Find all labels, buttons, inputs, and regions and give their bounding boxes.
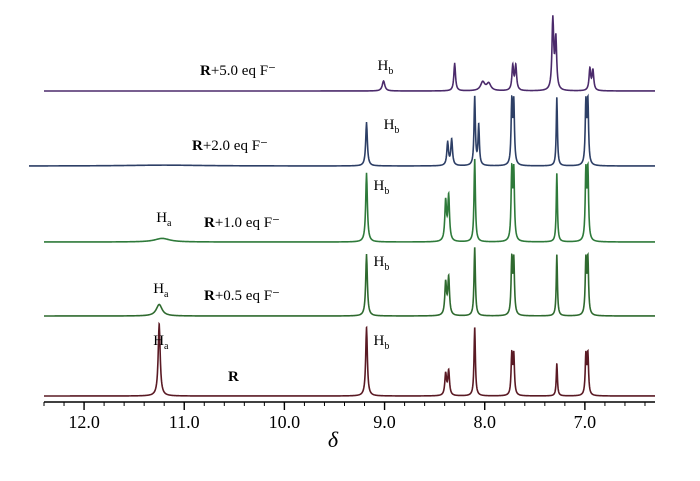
peak-annotation: Ha <box>153 281 169 300</box>
peak-annotation: Ha <box>153 333 169 352</box>
trace-label: R+0.5 eq F⁻ <box>204 288 280 304</box>
x-tick-label: 9.0 <box>373 412 396 432</box>
x-tick-label: 10.0 <box>269 412 301 432</box>
trace-label-rest: +1.0 eq F⁻ <box>215 215 280 231</box>
peak-annotation-sub: a <box>164 289 169 300</box>
peak-annotation-main: H <box>378 58 389 74</box>
x-tick-label: 8.0 <box>473 412 496 432</box>
trace-label-bold: R <box>192 138 203 154</box>
x-tick-label: 12.0 <box>68 412 100 432</box>
peak-annotation-sub: a <box>167 218 172 229</box>
spectrum-trace: RHa Hb <box>44 321 655 397</box>
spectrum-line <box>44 15 655 92</box>
peak-annotation: Hb <box>374 254 390 273</box>
peak-annotation-sub: b <box>384 186 389 197</box>
spectrum-line <box>28 93 655 167</box>
peak-annotation: Ha <box>156 210 172 229</box>
spectrum-trace: R+2.0 eq F⁻ Hb <box>28 93 655 167</box>
trace-label: R+2.0 eq F⁻ <box>192 138 268 154</box>
peak-annotation-sub: b <box>394 125 399 136</box>
peak-annotation-main: H <box>384 117 395 133</box>
peak-annotation-main: H <box>374 178 385 194</box>
trace-label-bold: R <box>204 288 215 304</box>
trace-label-bold: R <box>204 215 215 231</box>
x-axis-title: δ <box>328 427 339 452</box>
peak-annotation: Hb <box>378 58 394 77</box>
spectrum-line <box>44 321 655 397</box>
peak-annotation-main: H <box>374 333 385 349</box>
peak-annotation-sub: b <box>388 66 393 77</box>
trace-label-bold: R <box>200 63 211 79</box>
peak-annotation: Hb <box>374 333 390 352</box>
peak-annotation-main: H <box>153 333 164 349</box>
spectrum-trace: R+5.0 eq F⁻ Hb <box>44 15 655 92</box>
x-tick-label: 11.0 <box>169 412 200 432</box>
trace-label-bold: R <box>228 369 239 385</box>
peak-annotation-main: H <box>153 281 164 297</box>
x-axis: 12.0 11.0 10.0 9.0 8.0 7.0 δ <box>43 401 655 452</box>
peak-annotation-sub: a <box>164 341 169 352</box>
peak-annotation-main: H <box>156 210 167 226</box>
trace-label-rest: +2.0 eq F⁻ <box>203 138 268 154</box>
trace-label: R <box>228 369 239 385</box>
trace-label-rest: +5.0 eq F⁻ <box>211 63 276 79</box>
peak-annotation: Hb <box>374 178 390 197</box>
x-tick-label: 7.0 <box>574 412 597 432</box>
spectrum-line <box>44 247 655 317</box>
peak-annotation: Hb <box>384 117 400 136</box>
peak-annotation-main: H <box>374 254 385 270</box>
peak-annotation-sub: b <box>384 262 389 273</box>
peak-annotation-sub: b <box>384 341 389 352</box>
spectrum-line <box>44 158 655 243</box>
trace-label: R+5.0 eq F⁻ <box>200 63 276 79</box>
trace-label-rest: +0.5 eq F⁻ <box>215 288 280 304</box>
trace-label: R+1.0 eq F⁻ <box>204 215 280 231</box>
